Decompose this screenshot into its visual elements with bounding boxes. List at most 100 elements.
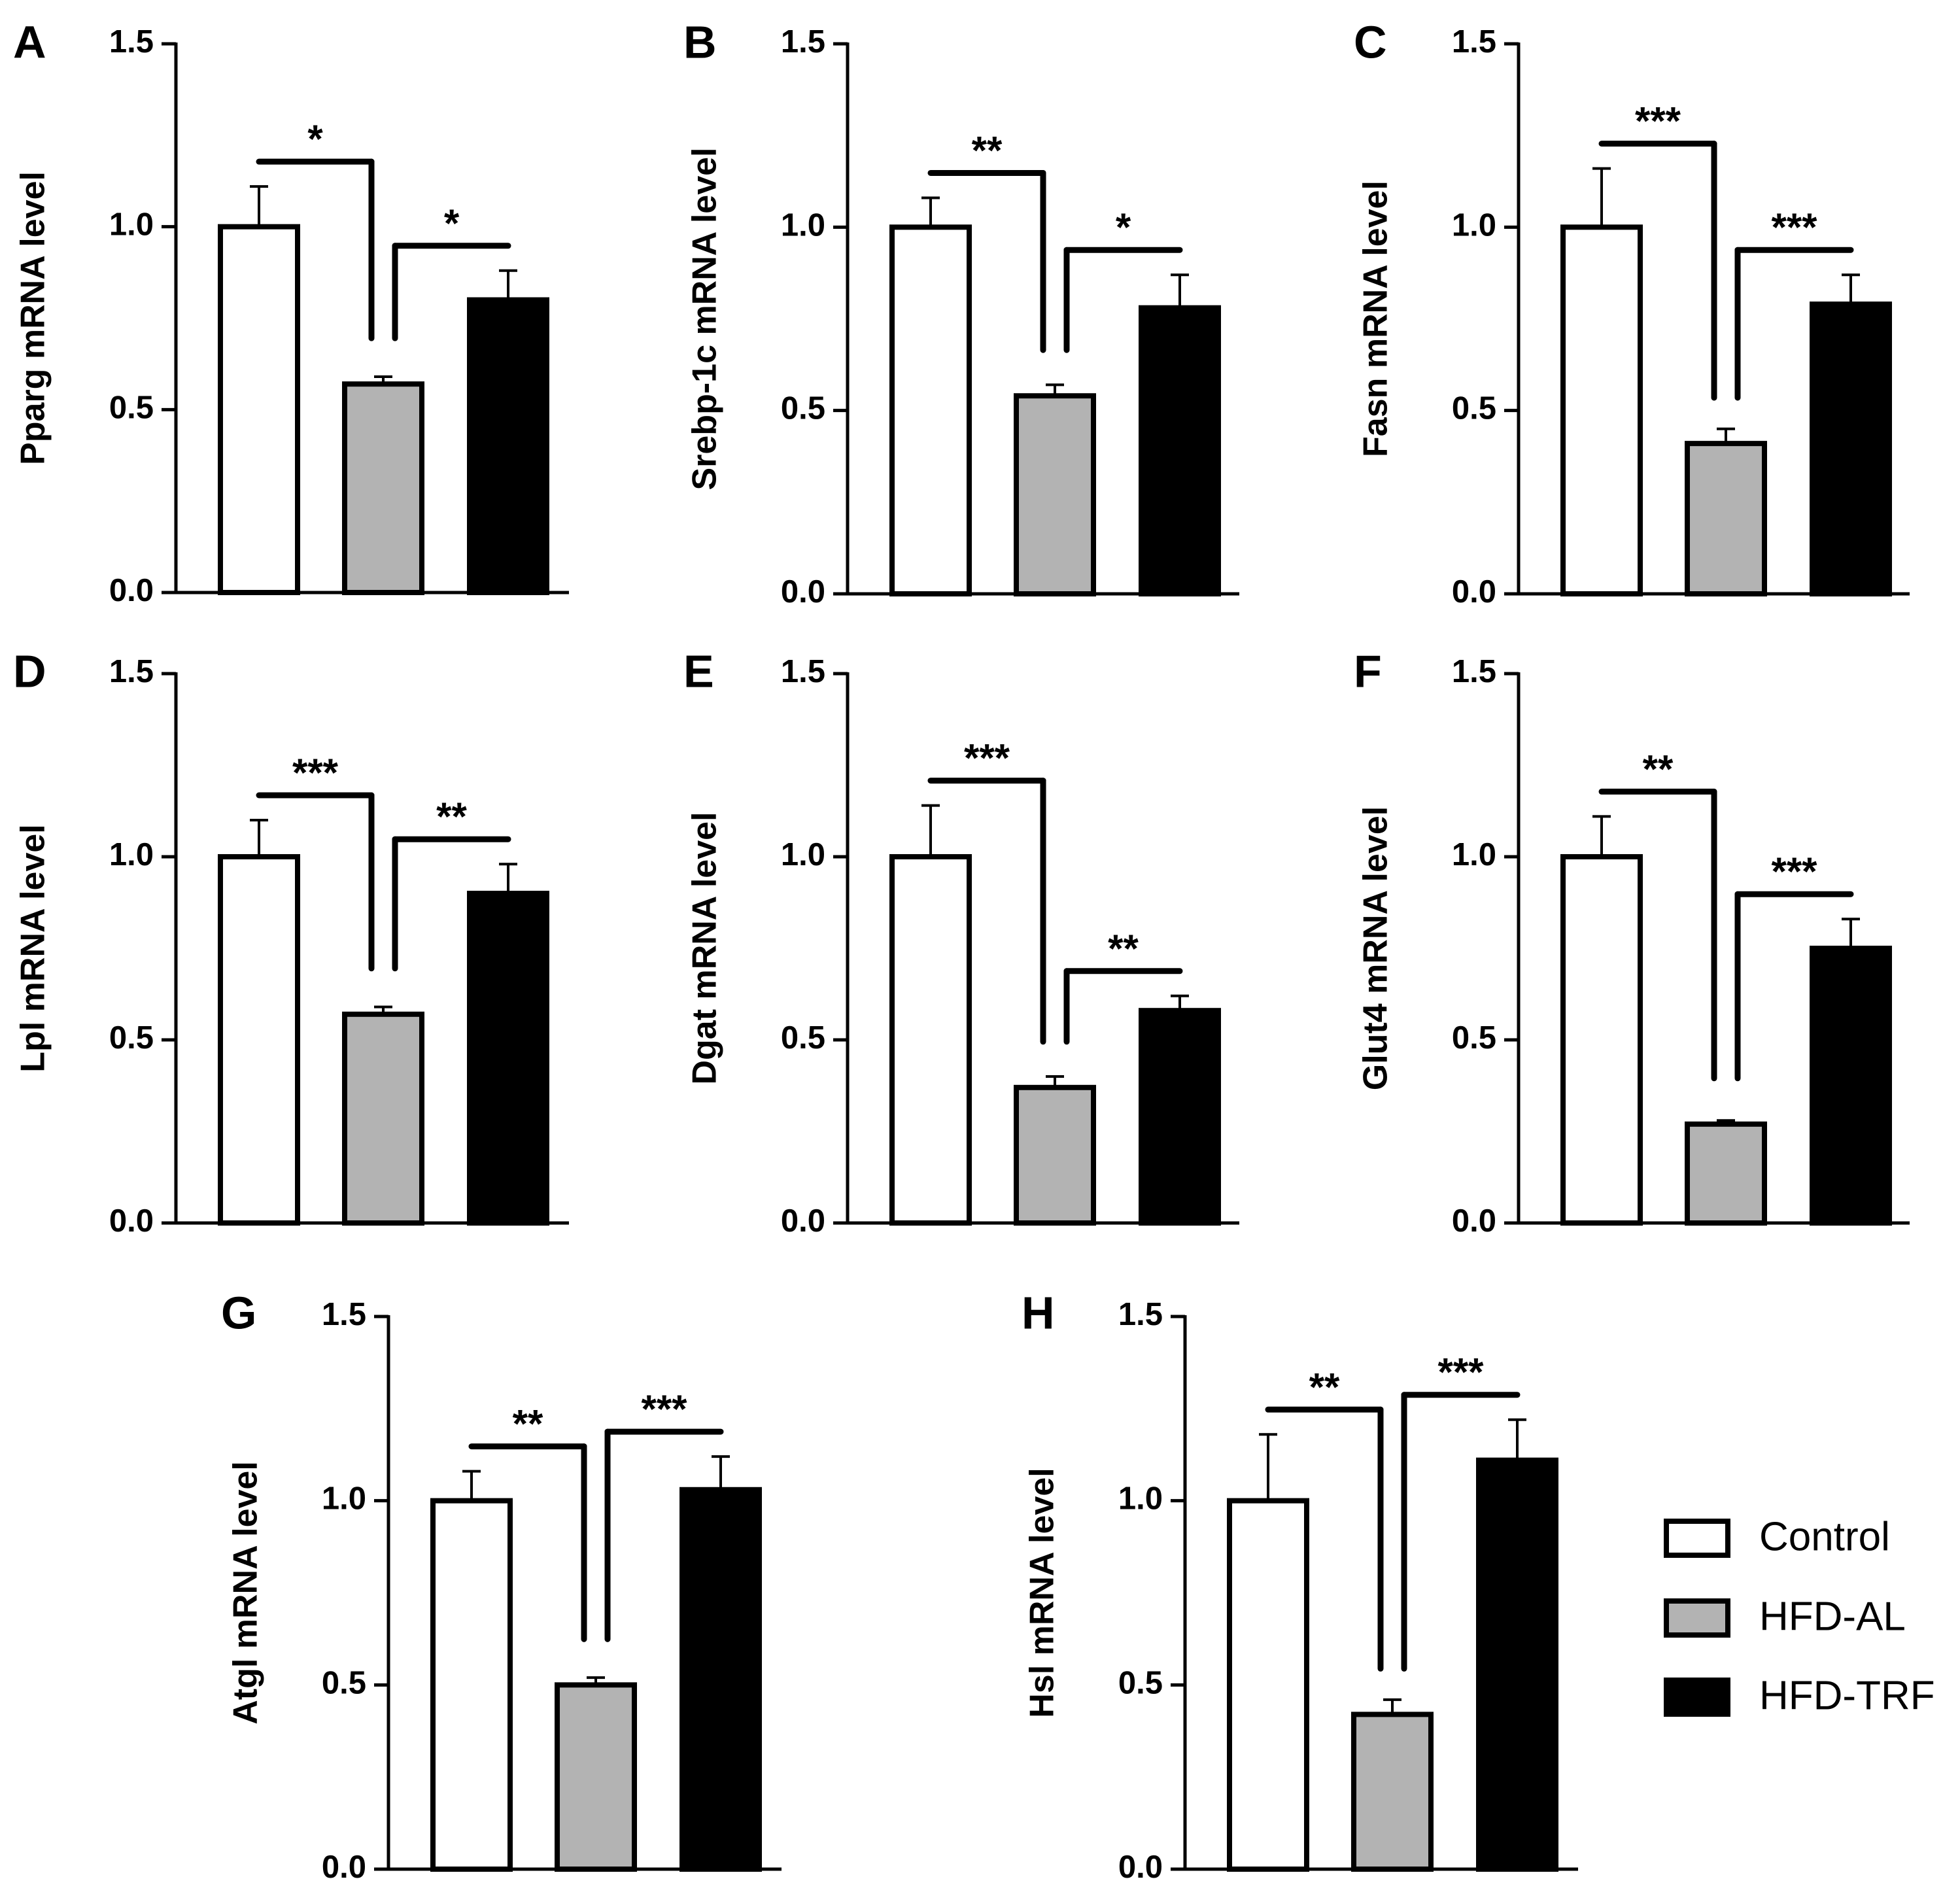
legend: Control HFD-AL HFD-TRF (1664, 1514, 1935, 1718)
panel-letter: F (1354, 646, 1382, 697)
bar-hfd-al (1014, 1084, 1096, 1226)
significance-label: *** (1771, 205, 1817, 249)
bar-control (1227, 1498, 1309, 1872)
y-tick-label: 0.5 (322, 1665, 366, 1700)
legend-swatch-control (1664, 1519, 1730, 1558)
y-tick-label: 0.0 (109, 1203, 154, 1239)
significance-label: *** (1771, 850, 1817, 893)
panel-letter: E (683, 646, 714, 697)
bar-hfd-al (342, 381, 424, 595)
bar-hfd-al (1685, 441, 1767, 596)
panel-letter: A (13, 16, 46, 67)
panel-letter: H (1022, 1287, 1055, 1338)
significance-label: *** (641, 1387, 687, 1431)
y-tick-label: 1.5 (1452, 24, 1496, 60)
significance-label: *** (1437, 1351, 1484, 1394)
y-tick-label: 1.0 (322, 1481, 366, 1517)
legend-label: HFD-AL (1759, 1594, 1906, 1639)
y-tick-label: 0.0 (109, 573, 154, 608)
y-tick-label: 0.5 (781, 391, 825, 426)
chart-panel-a: A Pparg mRNA level 0.0 0.5 1.0 1.5 * * (13, 16, 569, 608)
y-axis-label: Dgat mRNA level (686, 812, 724, 1084)
y-tick-label: 1.0 (1452, 837, 1496, 872)
bar-hfd-trf (679, 1487, 762, 1872)
y-tick-label: 0.5 (1452, 1020, 1496, 1056)
significance-label: *** (1635, 99, 1681, 143)
bar-hfd-al (1351, 1712, 1434, 1872)
y-axis-label: Pparg mRNA level (14, 171, 52, 465)
bar-hfd-trf (1810, 301, 1892, 596)
significance-label: ** (1108, 927, 1139, 971)
chart-panel-c: C Fasn mRNA level 0.0 0.5 1.0 1.5 *** *** (1354, 16, 1910, 610)
y-tick-label: 1.5 (322, 1297, 366, 1332)
y-tick-label: 0.5 (781, 1020, 825, 1056)
y-axis-label: Fasn mRNA level (1357, 181, 1395, 457)
y-axis-label: Srebp-1c mRNA level (686, 147, 724, 490)
legend-label: HFD-TRF (1759, 1673, 1935, 1718)
y-tick-label: 1.0 (109, 837, 154, 872)
y-tick-label: 1.0 (1452, 207, 1496, 243)
y-tick-label: 0.5 (1452, 391, 1496, 426)
significance-label: * (444, 201, 460, 245)
panel-letter: C (1354, 16, 1387, 67)
y-tick-label: 0.0 (322, 1850, 366, 1885)
legend-label: Control (1759, 1514, 1890, 1559)
significance-label: ** (972, 128, 1003, 172)
y-tick-label: 1.5 (1118, 1297, 1163, 1332)
bar-hfd-al (1685, 1121, 1767, 1226)
y-tick-label: 0.5 (1118, 1665, 1163, 1700)
y-tick-label: 0.5 (109, 1020, 154, 1056)
bar-control (218, 224, 300, 595)
bar-control (430, 1498, 513, 1872)
y-axis-label: Glut4 mRNA level (1357, 806, 1395, 1090)
y-tick-label: 0.0 (1452, 1203, 1496, 1239)
bar-hfd-trf (1476, 1457, 1558, 1872)
bar-control (889, 224, 972, 597)
bar-hfd-al (342, 1011, 424, 1226)
bar-hfd-trf (1139, 1008, 1221, 1226)
bar-control (218, 854, 300, 1226)
bar-hfd-trf (467, 891, 549, 1226)
significance-label: ** (436, 795, 467, 838)
bar-control (1560, 854, 1643, 1226)
y-tick-label: 1.0 (781, 837, 825, 872)
y-tick-label: 1.0 (109, 207, 154, 243)
significance-label: *** (964, 736, 1010, 780)
y-tick-label: 0.5 (109, 390, 154, 425)
y-tick-label: 1.0 (781, 207, 825, 243)
bar-hfd-trf (1139, 305, 1221, 596)
y-axis-label: Atgl mRNA level (227, 1461, 265, 1725)
y-tick-label: 0.0 (781, 574, 825, 610)
panel-letter: B (683, 16, 717, 67)
y-axis-label: Lpl mRNA level (14, 824, 52, 1073)
significance-label: ** (1643, 747, 1674, 791)
significance-label: * (1116, 205, 1131, 249)
bar-hfd-trf (467, 297, 549, 595)
y-tick-label: 1.5 (1452, 654, 1496, 689)
y-tick-label: 0.0 (781, 1203, 825, 1239)
y-axis-label: Hsl mRNA level (1023, 1468, 1061, 1717)
bar-hfd-al (555, 1682, 637, 1872)
panel-letter: D (13, 646, 46, 697)
y-tick-label: 1.5 (109, 654, 154, 689)
significance-label: *** (292, 751, 339, 795)
bar-control (1560, 224, 1643, 597)
legend-swatch-hfd-al (1664, 1598, 1730, 1638)
significance-label: * (307, 117, 323, 161)
y-tick-label: 1.5 (109, 24, 154, 60)
significance-label: ** (1309, 1365, 1340, 1409)
panel-letter: G (221, 1287, 256, 1338)
y-tick-label: 0.0 (1118, 1850, 1163, 1885)
y-tick-label: 1.5 (781, 654, 825, 689)
y-tick-label: 1.0 (1118, 1481, 1163, 1517)
y-tick-label: 1.5 (781, 24, 825, 60)
y-tick-label: 0.0 (1452, 574, 1496, 610)
